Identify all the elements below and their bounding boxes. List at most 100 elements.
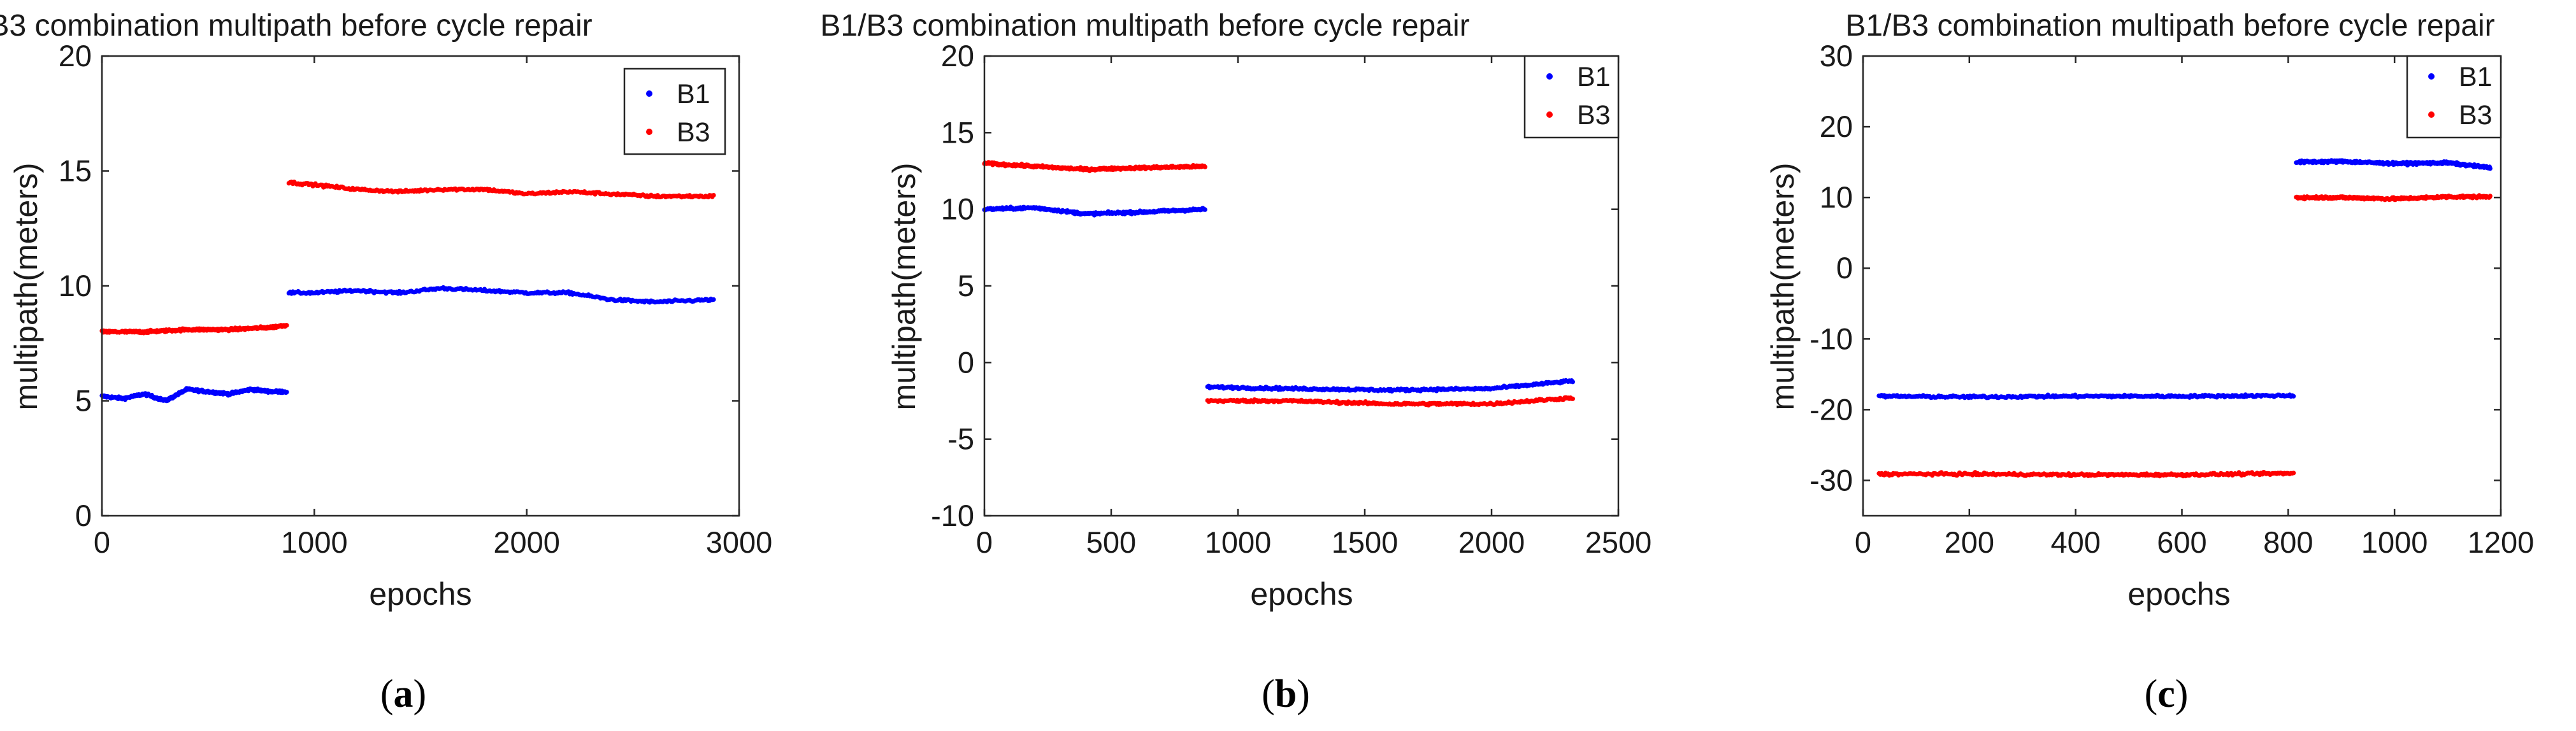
series-b1 [1876, 158, 2493, 401]
x-axis-label: epochs [369, 576, 471, 612]
x-tick-label: 2000 [1458, 525, 1525, 559]
axis-ticks: 0 500 1000 1500 2000 2500 -10 -5 0 5 10 15 20 [931, 39, 1651, 559]
y-tick-label: 20 [59, 39, 92, 73]
series-b1 [982, 204, 1575, 394]
legend-label-b3: B3 [677, 117, 710, 148]
data-point [284, 390, 289, 395]
y-tick-label: 10 [59, 269, 92, 302]
y-axis-label: multipath(meters) [1765, 163, 1801, 411]
x-tick-label: 2000 [493, 525, 560, 559]
data-point [1202, 207, 1207, 212]
x-axis-label: epochs [2127, 576, 2230, 612]
data-point [1570, 396, 1575, 401]
x-tick-label: 0 [94, 525, 110, 559]
y-tick-label: 5 [958, 269, 974, 302]
x-tick-label: 0 [976, 525, 993, 559]
y-axis-label: multipath(meters) [8, 163, 44, 411]
y-axis-label: multipath(meters) [886, 163, 922, 411]
legend-label-b3: B3 [1577, 100, 1611, 131]
chart-title: B1/B3 combination multipath before cycle… [820, 9, 1469, 43]
x-tick-label: 1000 [1205, 525, 1272, 559]
x-tick-label: 200 [1945, 525, 1994, 559]
series-b3 [99, 180, 716, 336]
data-point [1570, 380, 1575, 385]
legend-marker-b1 [646, 90, 652, 97]
plot-area [982, 160, 1575, 408]
caption-b: (b) [1262, 672, 1310, 716]
y-tick-label: 0 [1836, 251, 1853, 285]
y-tick-label: -30 [1810, 463, 1853, 497]
data-point [711, 193, 716, 198]
y-tick-label: 10 [1820, 180, 1853, 214]
y-tick-label: 10 [941, 192, 974, 226]
legend: B1 B3 [2406, 55, 2502, 139]
series-b1 [99, 285, 716, 404]
data-point [2487, 166, 2493, 171]
data-point [2291, 394, 2296, 399]
y-tick-label: -5 [947, 422, 974, 456]
axis-ticks: 0 200 400 600 800 1000 1200 -30 -20 -10 0 10 20 30 [1810, 39, 2534, 559]
legend-marker-b1 [2428, 73, 2435, 80]
series-b3 [1876, 193, 2493, 479]
legend-marker-b3 [646, 129, 652, 135]
legend: B1 B3 [1523, 55, 1620, 139]
legend-label-b1: B1 [1577, 62, 1611, 92]
x-tick-label: 1000 [2361, 525, 2428, 559]
legend-box [2406, 55, 2502, 139]
x-tick-label: 500 [1086, 525, 1136, 559]
caption-letter: c [2157, 672, 2175, 716]
plot-frame [1862, 55, 2502, 517]
caption-c: (c) [2145, 672, 2189, 716]
plot-frame [983, 55, 1620, 517]
x-tick-label: 600 [2157, 525, 2206, 559]
x-tick-label: 1500 [1332, 525, 1399, 559]
y-tick-label: 15 [59, 154, 92, 188]
chart-panel-c: B1/B3 combination multipath before cycle… [1765, 9, 2534, 716]
x-tick-label: 800 [2263, 525, 2313, 559]
data-point [2487, 194, 2493, 199]
plot-frame [101, 55, 740, 517]
y-tick-label: 20 [941, 39, 974, 73]
x-tick-label: 1000 [281, 525, 348, 559]
x-tick-label: 0 [1855, 525, 1871, 559]
data-point [1202, 164, 1207, 169]
y-tick-label: -20 [1810, 392, 1853, 426]
x-axis-label: epochs [1250, 576, 1353, 612]
legend-label-b1: B1 [2459, 62, 2493, 92]
chart-title: B1/B3 combination multipath before cycle… [0, 9, 593, 43]
data-point [284, 323, 289, 328]
y-tick-label: 15 [941, 115, 974, 149]
legend-label-b1: B1 [677, 79, 710, 110]
legend-marker-b1 [1546, 73, 1553, 80]
legend-label-b3: B3 [2459, 100, 2493, 131]
legend-box [623, 67, 726, 155]
caption-letter: b [1275, 672, 1297, 716]
axis-ticks: 0 1000 2000 3000 0 5 10 15 20 [59, 39, 773, 559]
x-tick-label: 3000 [706, 525, 773, 559]
chart-panel-a: B1/B3 combination multipath before cycle… [0, 9, 772, 716]
y-tick-label: 5 [75, 384, 92, 418]
data-point [2291, 471, 2296, 476]
x-tick-label: 2500 [1585, 525, 1652, 559]
y-tick-label: 20 [1820, 110, 1853, 143]
x-tick-label: 400 [2050, 525, 2100, 559]
legend-box [1523, 55, 1620, 139]
y-tick-label: 0 [75, 499, 92, 532]
legend-marker-b3 [2428, 111, 2435, 118]
y-tick-label: -10 [1810, 322, 1853, 355]
series-b3 [982, 160, 1575, 408]
y-tick-label: -10 [931, 499, 974, 532]
plot-area [1876, 158, 2493, 479]
caption-a: (a) [380, 672, 426, 716]
legend-marker-b3 [1546, 111, 1553, 118]
legend: B1 B3 [623, 67, 726, 155]
y-tick-label: 30 [1820, 39, 1853, 73]
plot-area [99, 180, 716, 404]
y-tick-label: 0 [958, 345, 974, 379]
chart-title: B1/B3 combination multipath before cycle… [1845, 9, 2494, 43]
data-point [711, 297, 716, 302]
chart-panel-b: B1/B3 combination multipath before cycle… [820, 9, 1651, 716]
caption-letter: a [394, 672, 414, 716]
x-tick-label: 1200 [2468, 525, 2535, 559]
